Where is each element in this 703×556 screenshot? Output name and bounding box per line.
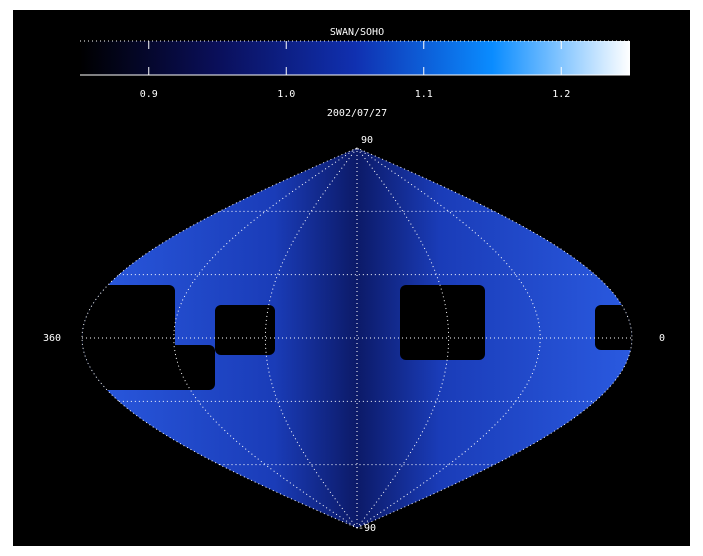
lat-label: -90 bbox=[358, 523, 376, 534]
page: SWAN/SOHO 2002/07/27 0.9 1.0 1.1 1.2 360 0 90 -… bbox=[0, 0, 703, 556]
colorbar-tick-label: 1.0 bbox=[277, 89, 295, 100]
lon-label: 0 bbox=[659, 333, 665, 344]
colorbar bbox=[80, 41, 630, 75]
date: 2002/07/27 bbox=[327, 108, 387, 119]
lon-label: 360 bbox=[43, 333, 61, 344]
masked-region bbox=[400, 285, 485, 360]
colorbar-tick-label: 1.1 bbox=[415, 89, 433, 100]
lat-label: 90 bbox=[361, 135, 373, 146]
colorbar-tick-label: 0.9 bbox=[140, 89, 158, 100]
chart: SWAN/SOHO 2002/07/27 0.9 1.0 1.1 1.2 360 0 90 -… bbox=[0, 0, 703, 556]
colorbar-tick-label: 1.2 bbox=[552, 89, 570, 100]
masked-region bbox=[215, 305, 275, 355]
chart-title: SWAN/SOHO bbox=[330, 27, 384, 38]
masked-region bbox=[150, 345, 215, 390]
